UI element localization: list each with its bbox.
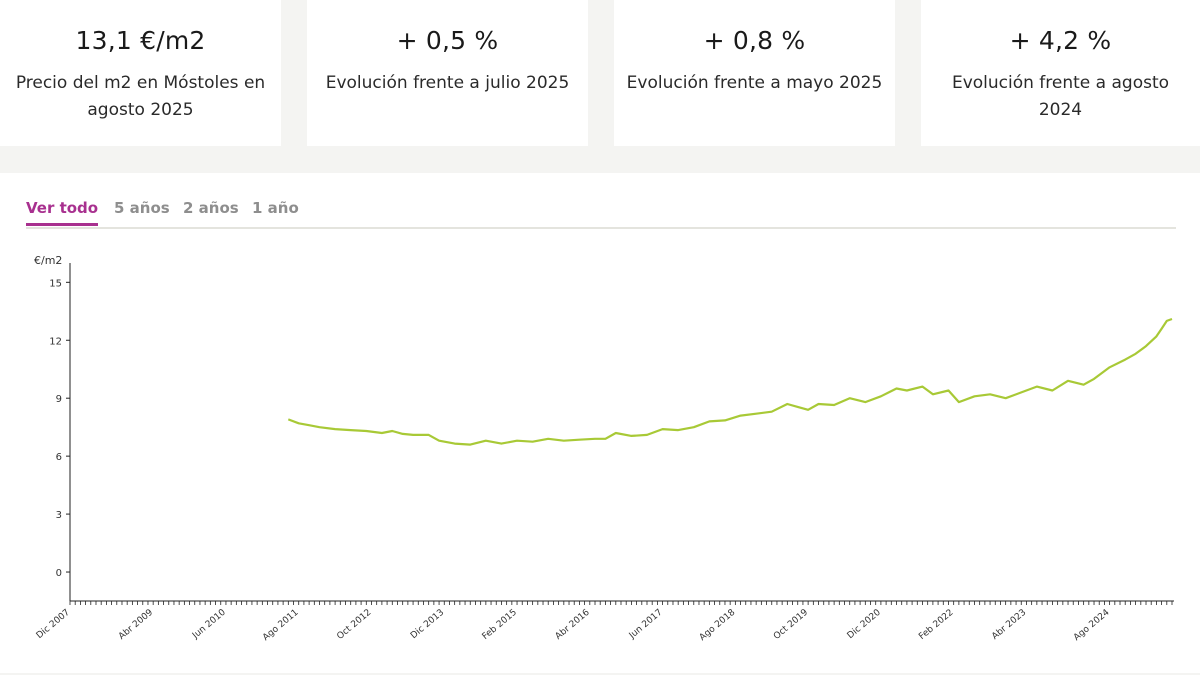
x-tick-label: Ago 2024 — [1072, 607, 1112, 643]
tab-2-anos[interactable]: 2 años — [183, 199, 239, 217]
stat-label: Evolución frente a agosto 2024 — [951, 73, 1170, 120]
y-tick-label: 6 — [56, 452, 62, 463]
stat-card-1: 13,1 €/m2 Precio del m2 en Móstoles en a… — [0, 0, 281, 146]
stat-card-3: + 0,8 % Evolución frente a mayo 2025 — [614, 0, 895, 146]
x-tick-label: Abr 2009 — [117, 607, 155, 641]
range-tabs: Ver todo 5 años 2 años 1 año — [26, 199, 1176, 229]
series-line — [287, 317, 1173, 446]
stat-value: + 0,5 % — [396, 26, 499, 55]
y-tick-label: 0 — [56, 568, 62, 579]
x-tick-label: Abr 2016 — [554, 607, 592, 641]
stat-label: Evolución frente a mayo 2025 — [626, 73, 883, 93]
tab-1-ano[interactable]: 1 año — [252, 199, 299, 217]
x-tick-label: Ago 2011 — [261, 608, 300, 643]
x-tick-label: Dic 2007 — [35, 608, 72, 641]
chart-panel: Ver todo 5 años 2 años 1 año €/m2 0 3 6 9 12… — [0, 173, 1200, 673]
x-tick-label: Jun 2010 — [190, 607, 228, 641]
tab-ver-todo[interactable]: Ver todo — [26, 199, 99, 226]
stat-card-2: + 0,5 % Evolución frente a julio 2025 — [307, 0, 588, 146]
stat-value: 13,1 €/m2 — [75, 26, 206, 55]
x-tick-label: Oct 2019 — [772, 607, 810, 641]
y-tick-label: 12 — [49, 336, 62, 347]
x-tick-label: Jun 2017 — [627, 608, 665, 642]
x-tick-label: Feb 2015 — [481, 608, 519, 642]
x-tick-label: Feb 2022 — [917, 608, 955, 642]
x-tick-label: Abr 2023 — [990, 608, 1028, 642]
x-tick-label: Dic 2013 — [409, 608, 446, 641]
stat-label: Precio del m2 en Móstoles en agosto 2025 — [15, 73, 266, 120]
x-tick-label: Ago 2018 — [698, 607, 738, 643]
tab-5-anos[interactable]: 5 años — [114, 199, 170, 217]
stat-label: Evolución frente a julio 2025 — [325, 73, 570, 93]
x-tick-label: Oct 2012 — [335, 608, 373, 642]
y-tick-label: 3 — [56, 510, 62, 521]
price-line-chart: €/m2 0 3 6 9 12 15 Dic 2007 Abr 2009 Jun 2010 Ag… — [34, 254, 1174, 643]
y-axis-unit-label: €/m2 — [34, 254, 62, 267]
stat-value: + 0,8 % — [703, 26, 806, 55]
y-tick-label: 9 — [56, 394, 62, 405]
y-tick-label: 15 — [49, 278, 62, 289]
stat-card-4: + 4,2 % Evolución frente a agosto 2024 — [921, 0, 1200, 146]
x-tick-label: Dic 2020 — [846, 607, 883, 641]
stat-value: + 4,2 % — [1009, 26, 1112, 55]
